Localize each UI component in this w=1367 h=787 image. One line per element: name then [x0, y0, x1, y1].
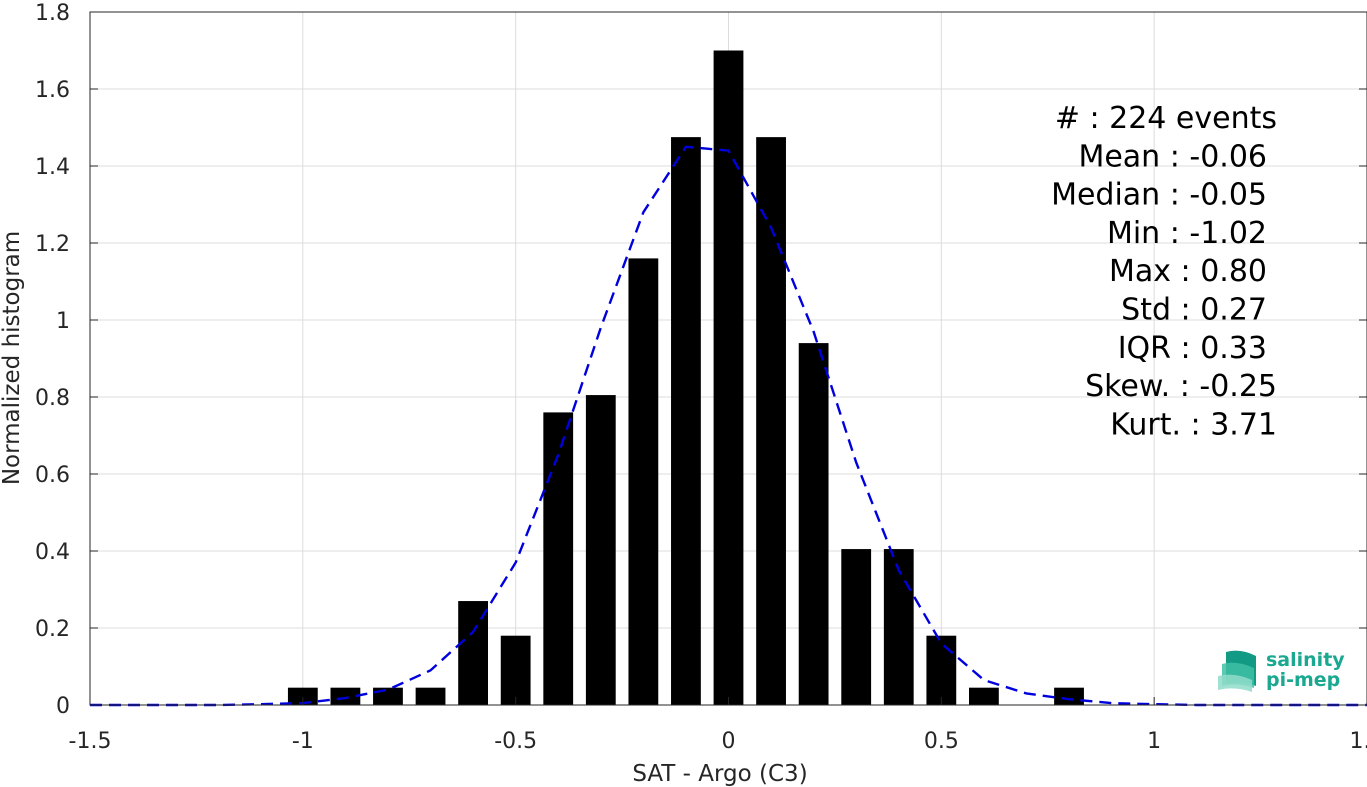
wave-logo-icon — [1218, 650, 1256, 692]
stat-line: Mean : -0.06 — [1078, 139, 1267, 174]
x-tick-label: 1 — [1147, 729, 1161, 754]
histogram-bar — [330, 687, 361, 705]
x-tick-label: -1 — [292, 729, 314, 754]
y-tick-label: 1 — [56, 309, 70, 334]
histogram-bar — [756, 137, 786, 705]
histogram-bar — [713, 50, 744, 705]
y-tick-label: 0.2 — [35, 617, 70, 642]
y-tick-label: 1.8 — [35, 1, 70, 26]
histogram-bar — [841, 549, 872, 705]
fit-curve — [90, 145, 1367, 707]
x-tick-label: 1.5 — [1350, 729, 1367, 754]
y-tick-label: 1.2 — [35, 232, 70, 257]
histogram-bar — [415, 687, 446, 705]
x-axis-label: SAT - Argo (C3) — [632, 761, 807, 787]
histogram-bar — [969, 687, 999, 705]
salinity-pi-mep-logo: salinity pi-mep — [1218, 649, 1345, 692]
stat-line: Kurt. : 3.71 — [1110, 407, 1277, 442]
stat-line: # : 224 events — [1055, 101, 1277, 136]
stat-line: Median : -0.05 — [1051, 178, 1267, 213]
y-tick-label: 0.6 — [35, 463, 70, 488]
y-tick-label: 0 — [56, 694, 70, 719]
y-tick-label: 0.4 — [35, 540, 70, 565]
stat-line: IQR : 0.33 — [1118, 331, 1267, 366]
y-tick-label: 1.4 — [35, 155, 70, 180]
stat-line: Std : 0.27 — [1121, 293, 1267, 328]
x-axis-ticks: -1.5 -1 -0.5 0 0.5 1 1.5 — [69, 697, 1367, 754]
y-axis-ticks: 0 0.2 0.4 0.6 0.8 1 1.2 1.4 1.6 1.8 — [35, 1, 1367, 719]
histogram-bar — [458, 601, 488, 705]
histogram-bar — [585, 395, 616, 705]
x-tick-label: -1.5 — [69, 729, 112, 754]
histogram-bar — [671, 137, 701, 705]
y-tick-label: 1.6 — [35, 78, 70, 103]
x-tick-label: -0.5 — [494, 729, 537, 754]
stat-line: Skew. : -0.25 — [1085, 369, 1277, 404]
stat-line: Min : -1.02 — [1107, 216, 1267, 251]
x-tick-label: 0 — [722, 729, 736, 754]
stat-line: Max : 0.80 — [1109, 254, 1267, 289]
histogram-bar — [1054, 687, 1084, 705]
x-tick-label: 0.5 — [924, 729, 959, 754]
logo-line-2: pi-mep — [1266, 669, 1340, 691]
histogram-bar — [373, 687, 403, 705]
logo-line-1: salinity — [1266, 649, 1345, 671]
y-axis-label: Normalized histogram — [0, 231, 25, 485]
histogram-bar — [287, 687, 318, 705]
histogram-bar — [926, 635, 957, 705]
bars — [287, 50, 1084, 705]
histogram-bar — [798, 343, 829, 705]
histogram-bar — [500, 635, 531, 705]
histogram-bar — [883, 549, 914, 705]
y-tick-label: 0.8 — [35, 386, 70, 411]
histogram-bar — [543, 412, 574, 705]
histogram-bar — [628, 258, 659, 705]
